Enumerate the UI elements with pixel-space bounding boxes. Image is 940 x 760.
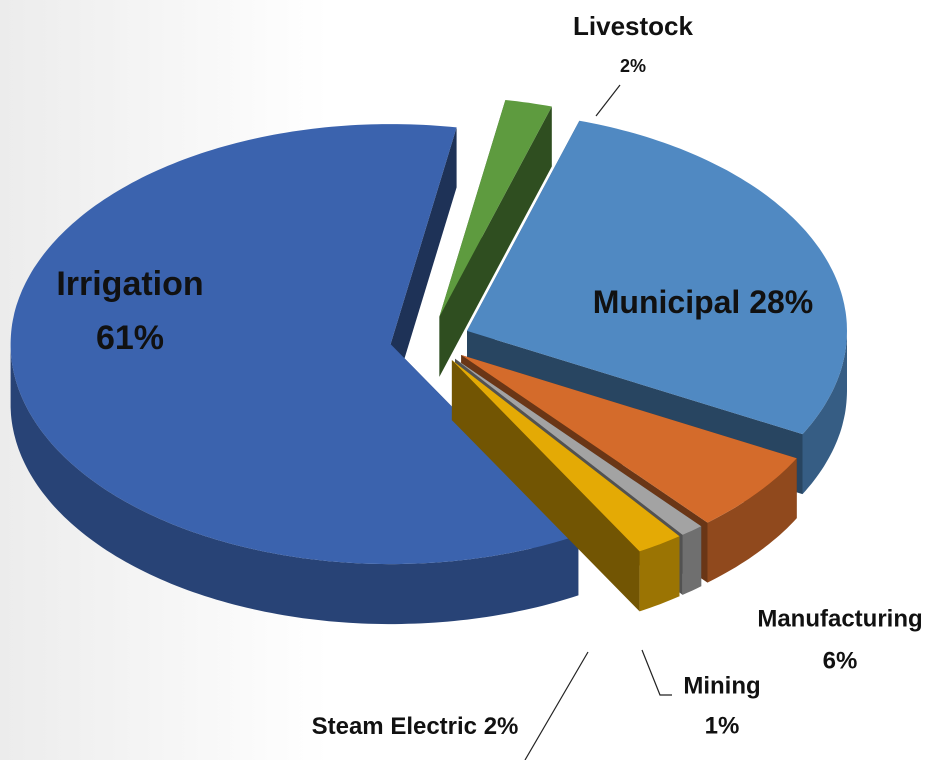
category-label: Livestock (573, 11, 693, 41)
slice-wall (639, 536, 680, 612)
category-label: Municipal (593, 284, 741, 320)
category-label: Steam Electric (312, 713, 477, 740)
leader-line (524, 651, 589, 760)
slice-label: Steam Electric 2% (312, 713, 519, 740)
leader-line (595, 84, 621, 117)
value-label: 61% (96, 319, 164, 357)
slice (461, 355, 797, 523)
slice-label: Municipal 28% (593, 284, 814, 320)
category-label: Manufacturing (757, 605, 922, 632)
value-label: 1% (705, 712, 740, 739)
slice-side (451, 360, 640, 612)
pie (10, 100, 847, 625)
labels: Livestock 2% Municipal 28% Manufacturing 6% M… (56, 11, 923, 760)
slice (439, 100, 552, 317)
slice (467, 120, 847, 435)
slice-wall (10, 347, 579, 625)
slice (10, 124, 579, 565)
value-label: 2% (620, 56, 646, 76)
category-label: Mining (683, 672, 760, 699)
slice-side (390, 127, 457, 405)
slice (451, 360, 680, 552)
value-label: 6% (823, 647, 858, 674)
leader-line (641, 649, 672, 696)
value-label: 28% (749, 284, 813, 320)
slice-side (439, 106, 552, 377)
slice-wall (802, 331, 847, 495)
slice-wall (682, 526, 702, 595)
value-label: 2% (484, 713, 519, 740)
slice-wall (707, 458, 797, 583)
slice (455, 358, 702, 535)
category-label: Irrigation (56, 265, 203, 303)
